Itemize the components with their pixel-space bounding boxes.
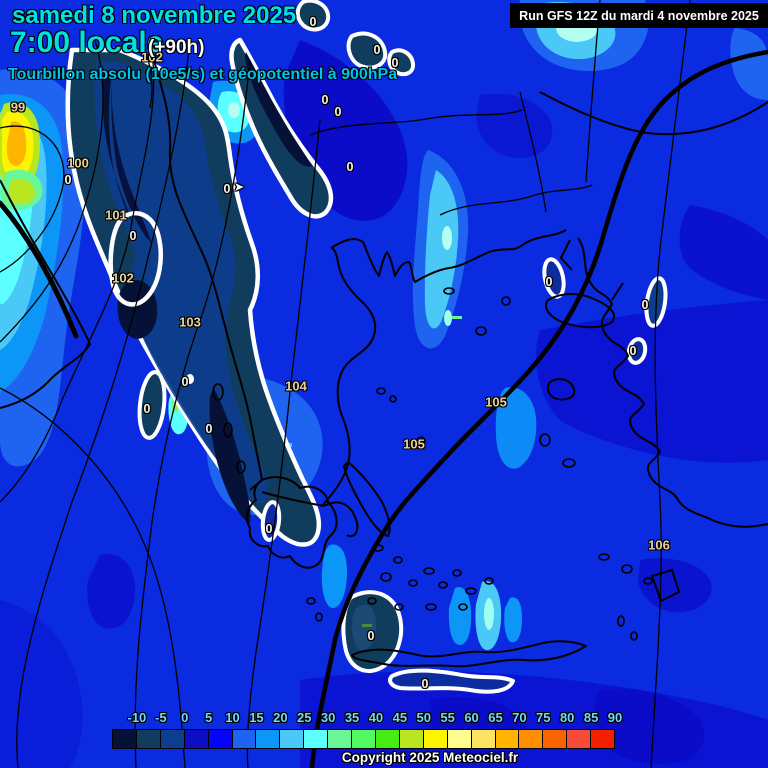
zero-vorticity-label: 0 bbox=[421, 677, 429, 691]
geopotential-value-label: 102 bbox=[112, 270, 134, 286]
legend-scale bbox=[112, 729, 616, 749]
legend-color-box bbox=[135, 729, 161, 749]
wind-arrow-icon: ➤ bbox=[234, 181, 244, 194]
zero-vorticity-label: 0 bbox=[641, 298, 649, 312]
parameter-subtitle: Tourbillon absolu (10e5/s) et géopotenti… bbox=[8, 66, 398, 83]
legend-tick-label: 25 bbox=[297, 710, 312, 725]
crete-west-green-fleck bbox=[362, 624, 372, 627]
zero-vorticity-label: 0 bbox=[143, 402, 151, 416]
legend-tick-label: 85 bbox=[583, 710, 599, 725]
legend-tick-label: 50 bbox=[416, 710, 431, 725]
legend-color-box bbox=[470, 729, 496, 749]
geopotential-value-label: 104 bbox=[285, 378, 307, 394]
legend-color-box bbox=[446, 729, 472, 749]
legend-tick-label: 5 bbox=[204, 710, 213, 725]
legend-tick-label: -5 bbox=[155, 710, 167, 725]
geopotential-value-label: 106 bbox=[648, 537, 670, 553]
legend-tick-label: 20 bbox=[273, 710, 288, 725]
geopotential-value-label: 100 bbox=[67, 155, 89, 171]
zero-vorticity-label: 0 bbox=[367, 629, 375, 643]
crete-west-core bbox=[352, 604, 377, 651]
legend-color-box bbox=[422, 729, 448, 749]
geopotential-value-label: 101 bbox=[105, 207, 127, 223]
zero-vorticity-label: 0 bbox=[373, 43, 381, 57]
legend-tick-label: 60 bbox=[464, 710, 479, 725]
legend-tick-label: 70 bbox=[512, 710, 527, 725]
geopotential-value-label: 102 bbox=[141, 49, 163, 65]
legend-tick-label: 40 bbox=[368, 710, 384, 725]
legend-tick-label: 10 bbox=[225, 710, 240, 725]
legend-tick-label: -10 bbox=[127, 710, 147, 725]
zero-vorticity-label: 0 bbox=[309, 15, 317, 29]
legend-color-box bbox=[351, 729, 376, 749]
run-info-box: Run GFS 12Z du mardi 4 novembre 2025 bbox=[510, 3, 768, 28]
vorticity-band bbox=[65, 37, 334, 547]
copyright-label: Copyright 2025 Meteociel.fr bbox=[341, 750, 519, 765]
zero-vorticity-label: 0 bbox=[129, 229, 137, 243]
legend-color-box bbox=[494, 729, 520, 749]
legend-color-box bbox=[183, 729, 209, 749]
legend-color-box bbox=[566, 729, 592, 749]
run-info-label: Run GFS 12Z du mardi 4 novembre 2025 bbox=[519, 8, 759, 23]
date-label: samedi 8 novembre 2025 bbox=[12, 2, 297, 29]
legend-color-box bbox=[303, 729, 329, 749]
legend-color-box bbox=[374, 729, 400, 749]
legend-color-box bbox=[327, 729, 353, 749]
legend-color-box bbox=[159, 729, 185, 749]
legend-color-box bbox=[231, 729, 257, 749]
zero-vorticity-label: 0 bbox=[346, 160, 354, 174]
geopotential-value-label: 99 bbox=[10, 99, 26, 115]
geopotential-value-label: 105 bbox=[403, 436, 425, 452]
zero-vorticity-label: 0 bbox=[334, 105, 342, 119]
zero-vorticity-label: 0 bbox=[391, 56, 399, 70]
zero-vorticity-label: 0 bbox=[545, 275, 553, 289]
geopotential-contours bbox=[0, 0, 691, 768]
legend-color-box bbox=[112, 729, 137, 749]
legend-tick-label: 55 bbox=[440, 710, 455, 725]
zero-vorticity-label: 0 bbox=[181, 375, 189, 389]
vort-max-orange-core bbox=[6, 121, 27, 167]
zero-vorticity-label: 0 bbox=[629, 344, 637, 358]
contour-105-thick bbox=[0, 49, 768, 768]
legend-tick-label: 75 bbox=[536, 710, 551, 725]
zero-vorticity-label: 0 bbox=[265, 522, 273, 536]
coastlines bbox=[0, 51, 768, 668]
legend-tick-label: 90 bbox=[607, 710, 623, 725]
legend-color-box bbox=[542, 729, 568, 749]
legend-tick-label: 65 bbox=[488, 710, 503, 725]
zero-vorticity-label: 0 bbox=[321, 93, 329, 107]
legend-tick-label: 0 bbox=[181, 710, 189, 725]
legend-color-box bbox=[518, 729, 544, 749]
zero-vorticity-label: 0 bbox=[223, 182, 231, 196]
legend-color-box bbox=[590, 729, 616, 749]
legend-color-box bbox=[398, 729, 424, 749]
legend-color-box bbox=[279, 729, 305, 749]
legend-tick-label: 15 bbox=[249, 710, 264, 725]
legend-color-box bbox=[207, 729, 233, 749]
geopotential-value-label: 105 bbox=[485, 394, 507, 410]
zero-vorticity-label: 0 bbox=[205, 422, 213, 436]
zero-vorticity-label: 0 bbox=[64, 173, 72, 187]
legend-tick-label: 35 bbox=[344, 710, 360, 725]
legend-color-box bbox=[255, 729, 281, 749]
forecast-offset-label: (+90h) bbox=[148, 37, 205, 58]
legend-tick-label: 45 bbox=[392, 710, 408, 725]
geopotential-value-label: 103 bbox=[179, 314, 201, 330]
legend-tick-label: 30 bbox=[320, 710, 336, 725]
legend-tick-label: 80 bbox=[559, 710, 575, 725]
time-label: 7:00 locale bbox=[10, 26, 164, 59]
islands bbox=[212, 287, 653, 641]
